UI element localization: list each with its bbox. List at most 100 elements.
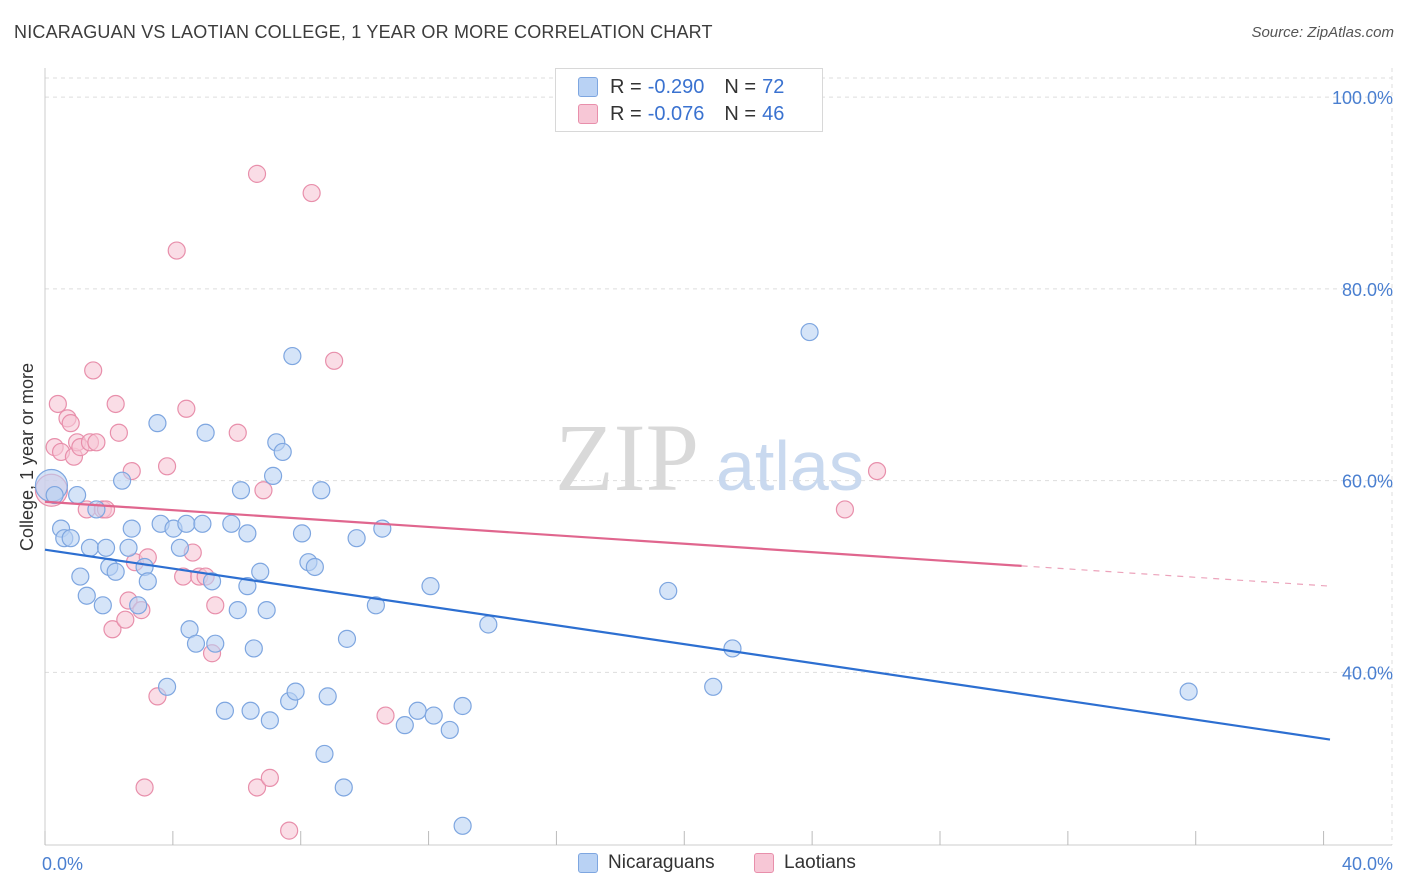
- nicaraguan-point: [177, 514, 196, 533]
- nicaraguan-point: [334, 778, 353, 797]
- legend-item-nicaraguans[interactable]: Nicaraguans: [578, 852, 715, 874]
- legend-swatch-pink: [578, 104, 598, 124]
- nicaraguan-point: [148, 414, 167, 433]
- nicaraguan-point: [93, 596, 112, 615]
- nicaraguan-point: [71, 567, 90, 586]
- nicaraguan-point: [122, 519, 141, 538]
- tick-labels: 100.0% 80.0% 60.0% 40.0% 0.0% 40.0%: [42, 88, 1393, 874]
- laotian-point: [260, 768, 279, 787]
- legend-swatch-blue: [578, 77, 598, 97]
- x-tick-label: 40.0%: [1342, 854, 1393, 874]
- series-nicaraguans-points: [34, 322, 1198, 835]
- nicaraguan-point: [292, 524, 312, 543]
- nicaraguan-point: [202, 572, 222, 591]
- legend-n-label: N =: [724, 75, 757, 98]
- laotian-point: [376, 706, 395, 725]
- nicaraguan-point: [215, 701, 234, 720]
- legend-item-laotians[interactable]: Laotians: [754, 852, 856, 874]
- nicaraguan-point: [283, 346, 302, 366]
- nicaraguan-point: [453, 816, 472, 835]
- trend-lines: [44, 500, 1331, 741]
- nicaraguan-point: [286, 682, 305, 701]
- nicaraguan-point: [193, 514, 212, 533]
- nicaraguan-point: [222, 514, 241, 533]
- nicaraguan-point: [119, 538, 138, 557]
- legend-r-label: R =: [610, 102, 642, 125]
- nicaraguan-point: [251, 562, 270, 581]
- nicaraguan-point: [659, 581, 678, 601]
- nicaraguan-point: [315, 744, 334, 764]
- nicaraguan-point: [228, 601, 247, 620]
- y-tick-label: 100.0%: [1332, 88, 1393, 108]
- laotian-point: [48, 394, 67, 414]
- laotian-point: [106, 394, 125, 414]
- y-tick-label: 40.0%: [1342, 663, 1393, 683]
- legend-row-laotians: R = -0.076 N = 46: [578, 102, 784, 126]
- nicaraguan-point: [106, 562, 125, 581]
- nicaraguan-point: [129, 596, 148, 615]
- nicaraguan-point: [366, 596, 385, 615]
- nicaraguan-point: [87, 500, 106, 519]
- nicaraguan-point: [45, 485, 64, 505]
- laotian-point: [325, 351, 344, 370]
- nicaraguan-point: [260, 711, 279, 730]
- nicaraguan-point: [68, 485, 87, 505]
- nicaraguan-point: [453, 696, 472, 716]
- nicaraguan-point: [138, 572, 157, 591]
- trend-line-nicaraguans: [44, 548, 1331, 741]
- nicaraguan-point: [273, 442, 292, 462]
- legend-n-value: 46: [762, 102, 785, 125]
- trend-line-laotians: [44, 500, 1022, 567]
- nicaraguan-point: [238, 577, 257, 596]
- laotian-point: [61, 414, 80, 433]
- laotian-point: [247, 164, 267, 183]
- nicaraguan-point: [96, 538, 116, 557]
- nicaraguan-point: [112, 471, 132, 490]
- laotian-point: [109, 423, 128, 442]
- series-legend: Nicaraguans Laotians: [0, 852, 1406, 876]
- nicaraguan-point: [305, 557, 324, 577]
- legend-row-nicaraguans: R = -0.290 N = 72: [578, 75, 784, 99]
- nicaraguan-point: [800, 322, 819, 342]
- y-tick-label: 80.0%: [1342, 280, 1393, 300]
- legend-swatch-pink: [754, 853, 774, 873]
- nicaraguan-point: [263, 466, 283, 485]
- legend-swatch-blue: [578, 853, 598, 873]
- laotian-point: [157, 457, 177, 476]
- nicaraguan-point: [440, 720, 459, 740]
- legend-n-label: N =: [724, 102, 757, 125]
- nicaraguan-point: [704, 677, 723, 696]
- nicaraguan-point: [312, 481, 331, 500]
- laotian-point: [116, 610, 135, 629]
- nicaraguan-point: [408, 701, 427, 720]
- laotian-point: [177, 399, 196, 418]
- nicaraguan-point: [347, 529, 366, 548]
- nicaraguan-point: [1179, 682, 1198, 701]
- trend-line-laotians-extension: [1021, 565, 1331, 587]
- source-label: Source: ZipAtlas.com: [1251, 24, 1394, 41]
- nicaraguan-point: [244, 639, 263, 658]
- nicaraguan-point: [318, 687, 337, 706]
- y-axis-label: College, 1 year or more: [17, 363, 37, 551]
- nicaraguan-point: [231, 481, 251, 500]
- watermark-zip: ZIP: [555, 404, 699, 511]
- nicaraguan-point: [395, 716, 414, 735]
- nicaraguan-point: [241, 701, 260, 720]
- nicaraguan-point: [238, 524, 257, 543]
- legend-r-label: R =: [610, 75, 642, 98]
- legend-label-nicaraguans: Nicaraguans: [608, 852, 715, 873]
- laotian-point: [280, 821, 299, 840]
- nicaraguan-point: [206, 634, 225, 653]
- laotian-point: [135, 778, 154, 797]
- laotian-point: [87, 433, 106, 452]
- legend-r-value: -0.290: [647, 75, 705, 98]
- nicaraguan-point: [479, 615, 498, 634]
- laotian-point: [228, 423, 247, 442]
- watermark: ZIP atlas: [555, 404, 864, 511]
- nicaraguan-point: [337, 629, 357, 648]
- x-tick-label: 0.0%: [42, 854, 83, 874]
- laotian-point: [302, 183, 321, 203]
- laotian-point: [206, 596, 225, 615]
- y-tick-label: 60.0%: [1342, 472, 1393, 492]
